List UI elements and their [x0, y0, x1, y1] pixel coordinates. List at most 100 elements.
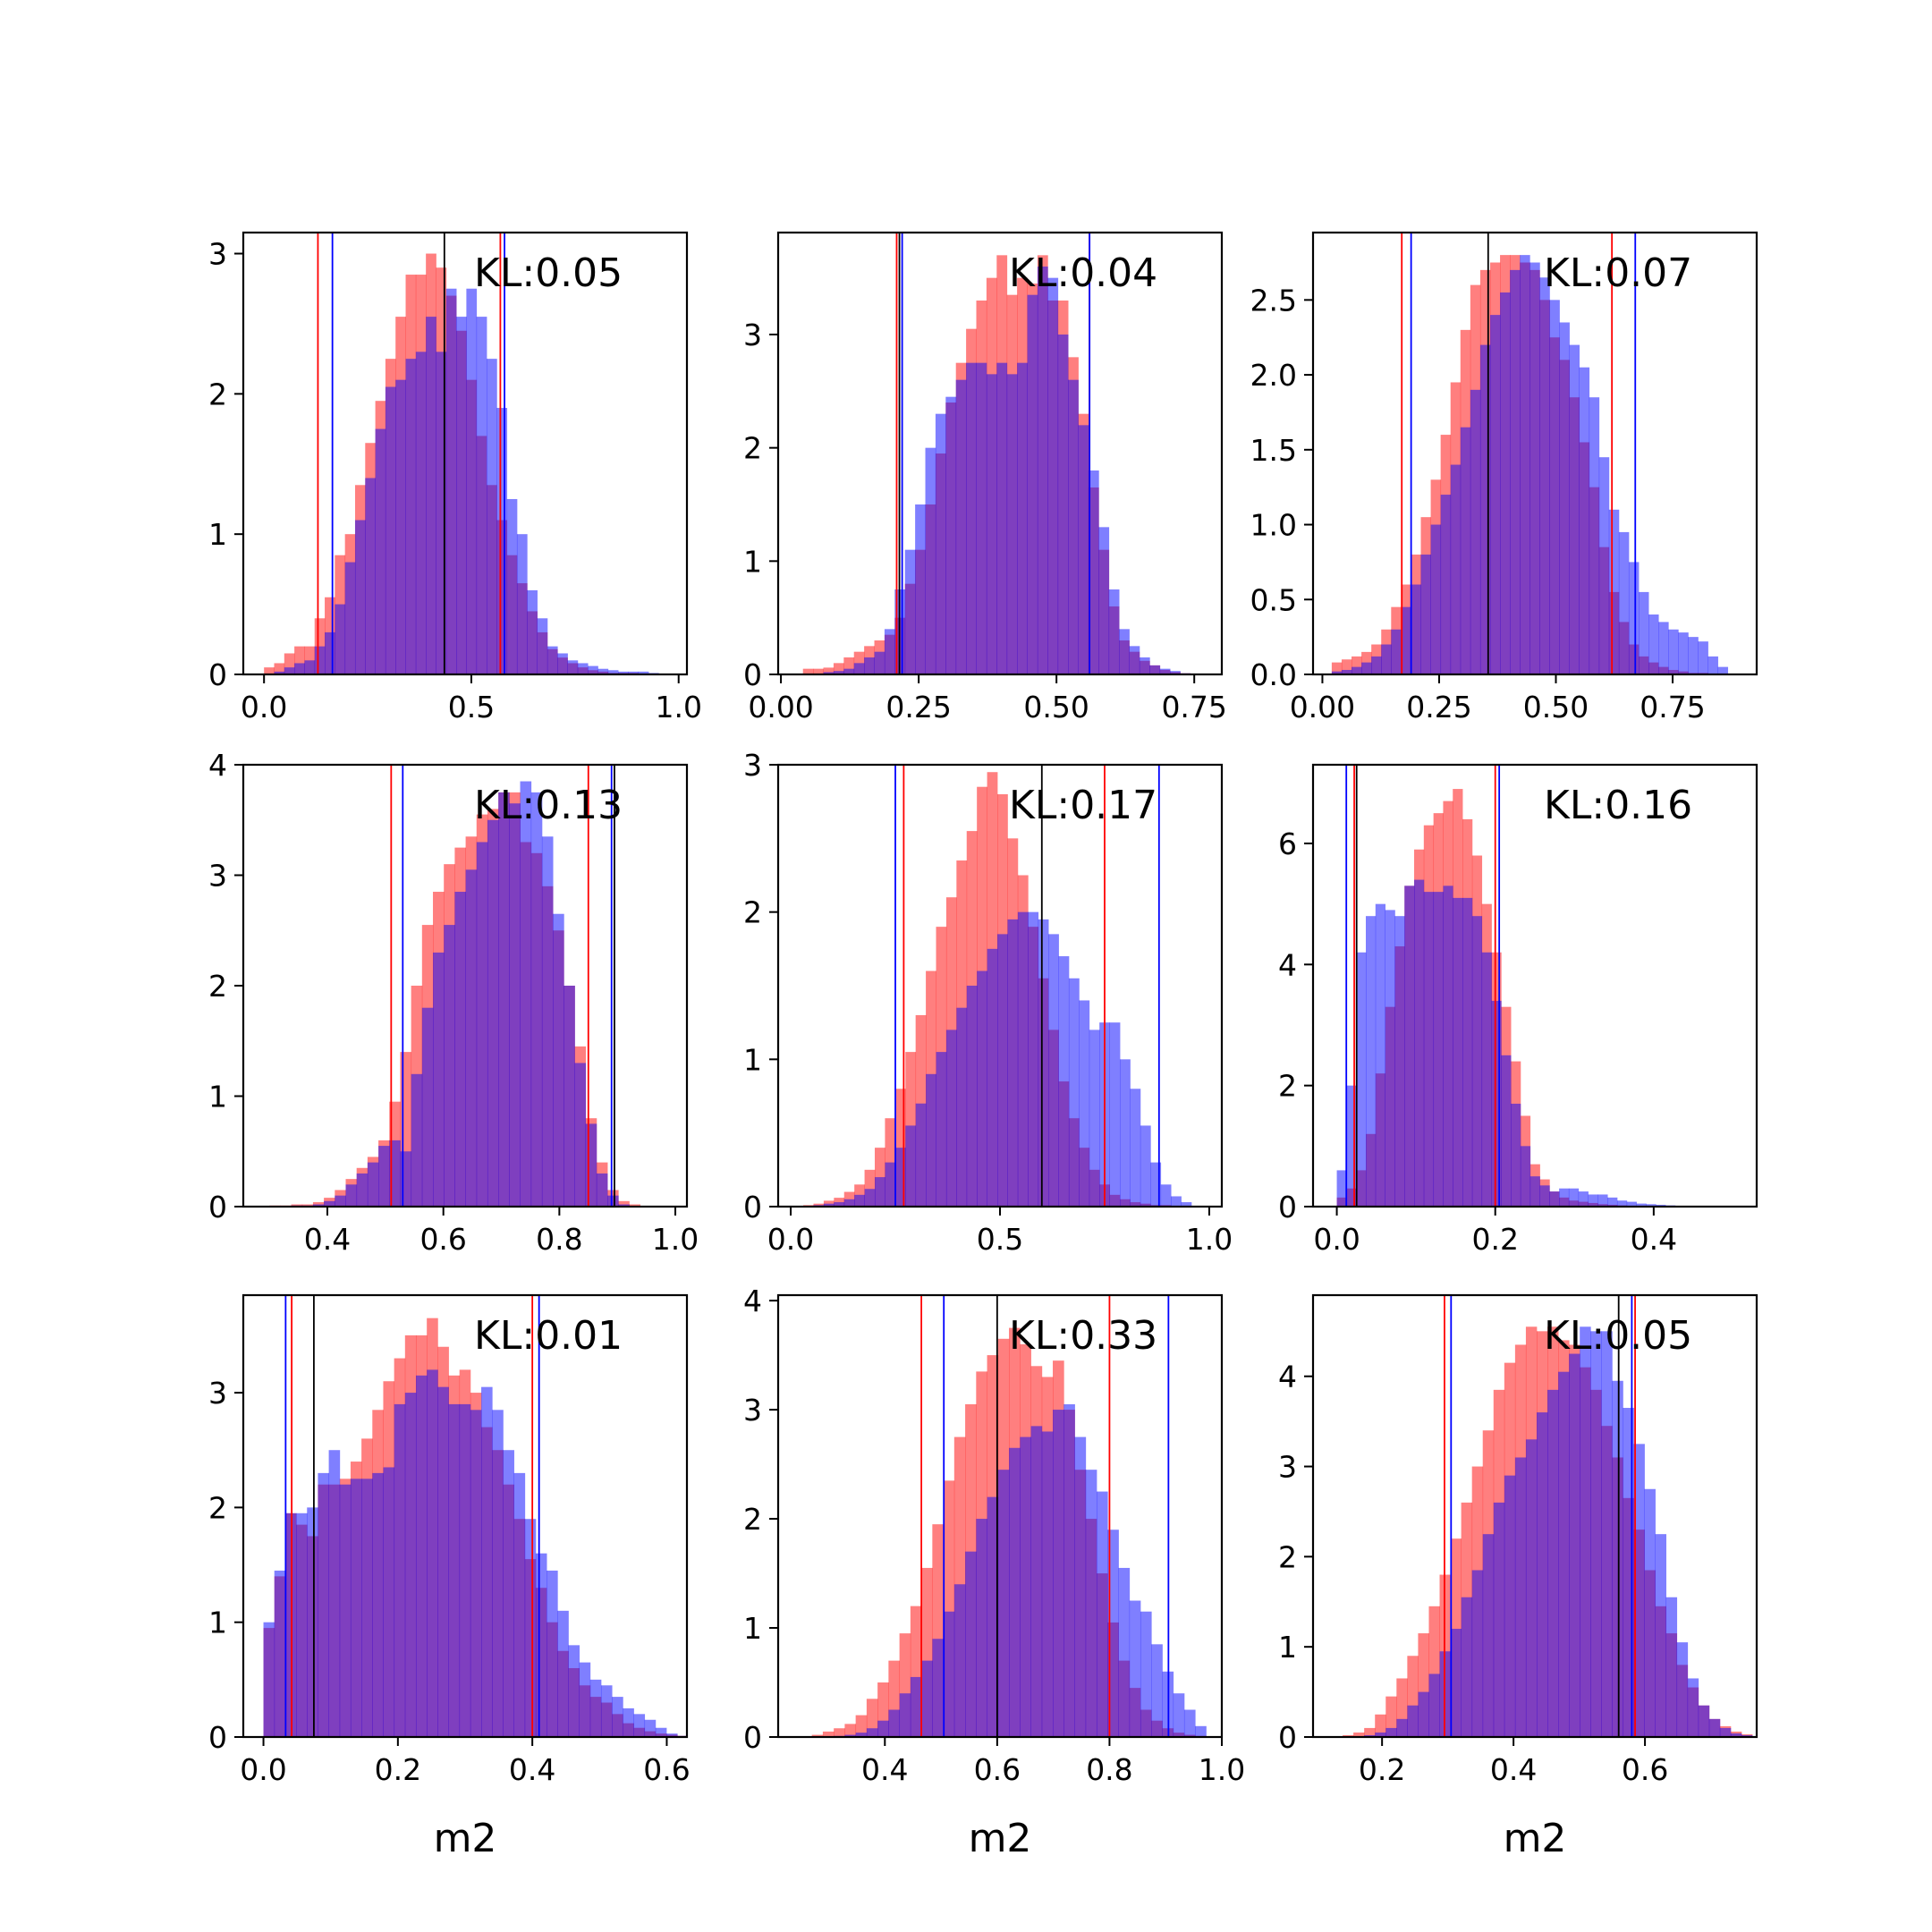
histogram-bar-blue	[1636, 1203, 1647, 1207]
histogram-bar-blue	[411, 1073, 423, 1207]
histogram-bar-blue	[1578, 1191, 1589, 1207]
kl-annotation: KL:0.16	[1544, 783, 1692, 828]
histogram-bar-blue	[1589, 397, 1600, 674]
x-tick-label: 0.6	[974, 1752, 1021, 1787]
histogram-bar-blue	[1151, 1644, 1163, 1737]
histogram-bar-blue	[1352, 666, 1362, 674]
y-tick-label: 3	[743, 748, 762, 783]
histogram-bar-red	[802, 668, 814, 674]
histogram-bar-blue	[945, 1030, 957, 1207]
histogram-bar-blue	[1626, 1201, 1637, 1207]
histogram-bar-red	[1352, 656, 1362, 674]
kl-annotation: KL:0.13	[474, 783, 623, 828]
histogram-bar-blue	[328, 1450, 341, 1737]
histogram-bar-red	[843, 657, 855, 674]
histogram-bar-blue	[433, 952, 445, 1207]
histogram-bar-blue	[296, 1513, 308, 1737]
histogram-bar-blue	[400, 1151, 412, 1207]
histogram-bar-red	[618, 1200, 630, 1207]
histogram-bar-blue	[415, 352, 427, 674]
histogram-bar-blue	[1058, 956, 1070, 1207]
histogram-bar-blue	[1037, 267, 1048, 674]
histogram-bar-red	[284, 653, 295, 674]
histogram-bar-blue	[263, 1622, 275, 1737]
y-tick-label: 3	[208, 237, 227, 272]
histogram-bar-blue	[448, 1403, 461, 1737]
kl-annotation: KL:0.05	[474, 250, 623, 296]
histogram-bar-blue	[1511, 1103, 1521, 1207]
histogram-bar-blue	[1411, 584, 1421, 674]
histogram-bar-blue	[612, 1697, 623, 1737]
histogram-bar-blue	[1549, 300, 1560, 674]
histogram-bar-blue	[437, 1386, 449, 1737]
histogram-bar-blue	[1504, 1475, 1516, 1737]
histogram-bar-blue	[888, 1709, 901, 1737]
x-tick-label: 0.0	[241, 690, 287, 724]
subplot-2: 0.00 0.25 0.50 0.75 0 1 2 3 KL:0.04	[743, 231, 1227, 724]
x-tick-label: 0.25	[1406, 690, 1471, 724]
histogram-bar-blue	[1109, 1022, 1121, 1207]
histogram-bar-blue	[568, 1645, 580, 1737]
y-tick-label: 1	[743, 1042, 762, 1077]
x-tick-label: 0.4	[1631, 1222, 1677, 1257]
y-tick-label: 4	[743, 1284, 762, 1318]
histogram-bar-blue	[1420, 555, 1431, 674]
histogram-bar-blue	[1407, 1705, 1419, 1737]
histogram-bar-blue	[436, 352, 447, 674]
y-tick-label: 0	[743, 1190, 762, 1224]
histogram-bar-blue	[284, 1513, 297, 1737]
histogram-bar-blue	[1618, 531, 1630, 674]
histogram-bar-blue	[1119, 629, 1130, 674]
histogram-bar-red	[823, 667, 835, 674]
histogram-bar-blue	[884, 629, 895, 674]
histogram-bar-blue	[1501, 1055, 1512, 1207]
y-tick-label: 0	[1278, 1190, 1297, 1224]
histogram-bar-blue	[666, 1733, 678, 1737]
histogram-bar-blue	[1183, 1709, 1196, 1737]
histogram-bar-blue	[530, 792, 543, 1207]
histogram-bar-blue	[492, 1410, 504, 1737]
histogram-bar-blue	[1590, 1331, 1602, 1737]
histogram-bar-red	[1375, 1714, 1386, 1737]
x-tick-label: 0.6	[1622, 1752, 1668, 1787]
histogram-bar-blue	[304, 660, 316, 674]
histogram-bar-blue	[1639, 591, 1649, 674]
histogram-bar-blue	[1470, 389, 1481, 674]
histogram-bar-blue	[385, 386, 396, 674]
histogram-bar-blue	[1007, 919, 1019, 1207]
histogram-bar-blue	[607, 1195, 619, 1207]
histogram-bar-blue	[874, 651, 886, 674]
histogram-bar-blue	[1579, 367, 1590, 674]
histogram-bar-blue	[547, 646, 558, 674]
histogram-bar-blue	[1450, 1629, 1462, 1737]
histogram-bar-blue	[1181, 1202, 1192, 1207]
histogram-bar-red	[864, 1169, 876, 1207]
histogram-bar-blue	[1371, 656, 1382, 674]
histogram-bar-blue	[1130, 1089, 1141, 1207]
histogram-bar-blue	[1047, 277, 1059, 674]
x-tick-label: 0.00	[748, 690, 813, 724]
histogram-bar-blue	[1608, 509, 1620, 674]
x-tick-label: 0.0	[767, 1222, 814, 1257]
histogram-bar-blue	[597, 668, 609, 674]
axes-frame	[1311, 1293, 1758, 1739]
histogram-bar-blue	[361, 1479, 373, 1737]
histogram-bar-blue	[547, 1570, 558, 1737]
histogram-bar-blue	[885, 1162, 896, 1207]
histogram-bar-blue	[854, 1194, 865, 1207]
histogram-bar-blue	[1460, 427, 1471, 674]
histogram-bar-blue	[1129, 646, 1140, 674]
x-tick-label: 0.75	[1640, 690, 1705, 724]
histogram-bar-blue	[356, 1173, 369, 1207]
histogram-bar-blue	[527, 589, 538, 674]
histogram-bar-blue	[1655, 1534, 1666, 1737]
x-tick-label: 0.4	[509, 1752, 555, 1787]
histogram-bar-blue	[1385, 1727, 1397, 1737]
histogram-bar-blue	[1688, 637, 1699, 674]
axes-frame	[1311, 231, 1758, 676]
histogram-bar-blue	[823, 672, 835, 674]
histogram-bar-blue	[1698, 641, 1708, 674]
x-tick-label: 0.0	[1313, 1222, 1360, 1257]
histogram-bar-blue	[1028, 911, 1039, 1207]
